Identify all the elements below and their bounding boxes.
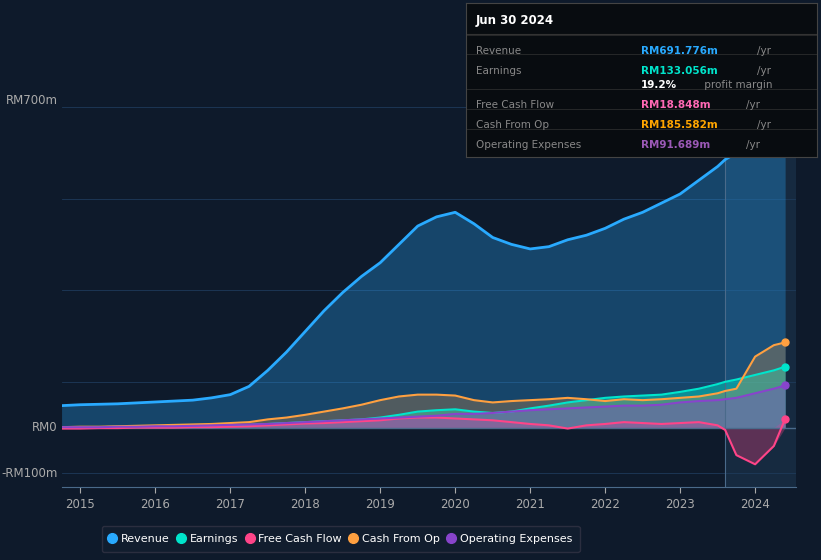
Bar — [725, 84, 796, 487]
Text: Revenue: Revenue — [476, 46, 521, 56]
Text: profit margin: profit margin — [701, 80, 773, 90]
Text: Earnings: Earnings — [476, 66, 521, 76]
Legend: Revenue, Earnings, Free Cash Flow, Cash From Op, Operating Expenses: Revenue, Earnings, Free Cash Flow, Cash … — [102, 526, 580, 552]
Text: /yr: /yr — [757, 120, 771, 130]
Text: 19.2%: 19.2% — [641, 80, 677, 90]
Text: Operating Expenses: Operating Expenses — [476, 140, 581, 150]
Text: RM91.689m: RM91.689m — [641, 140, 710, 150]
Text: -RM100m: -RM100m — [2, 467, 58, 480]
Text: RM0: RM0 — [32, 421, 58, 434]
Text: /yr: /yr — [757, 66, 771, 76]
Text: RM185.582m: RM185.582m — [641, 120, 718, 130]
Text: /yr: /yr — [757, 46, 771, 56]
Text: /yr: /yr — [746, 140, 760, 150]
Text: RM133.056m: RM133.056m — [641, 66, 718, 76]
Text: RM700m: RM700m — [6, 94, 58, 107]
Text: Jun 30 2024: Jun 30 2024 — [476, 13, 554, 26]
Text: /yr: /yr — [746, 100, 760, 110]
Text: Cash From Op: Cash From Op — [476, 120, 549, 130]
Text: RM691.776m: RM691.776m — [641, 46, 718, 56]
Text: RM18.848m: RM18.848m — [641, 100, 711, 110]
Text: Free Cash Flow: Free Cash Flow — [476, 100, 554, 110]
